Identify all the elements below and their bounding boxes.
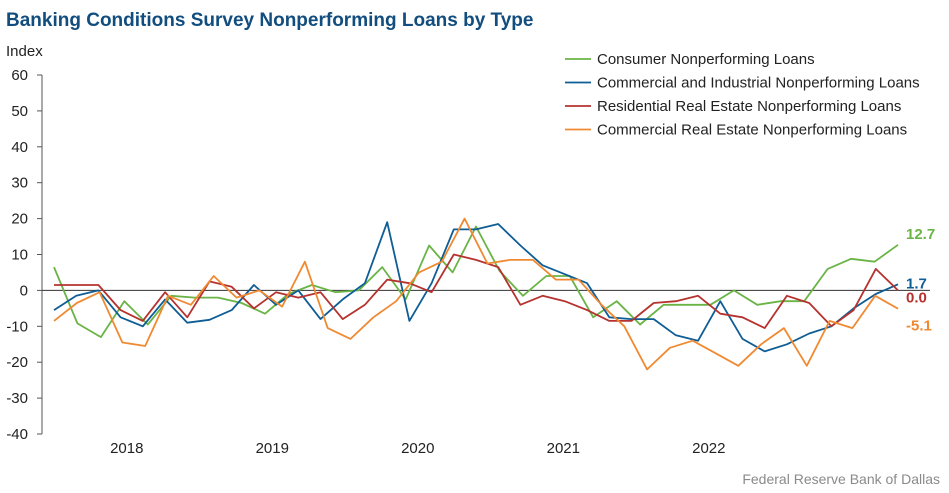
y-tick-label: 30 bbox=[11, 175, 28, 192]
y-tick-label: 60 bbox=[11, 67, 28, 84]
x-tick-label: 2018 bbox=[110, 440, 143, 457]
y-axis-ticks: 60 50 40 30 20 10 0 -10 -20 -30 -40 bbox=[6, 67, 42, 443]
y-tick-label: 20 bbox=[11, 211, 28, 228]
series-line-1 bbox=[53, 225, 899, 339]
legend-entry-1: Consumer Nonperforming Loans bbox=[597, 51, 815, 68]
y-tick-label: -20 bbox=[6, 354, 28, 371]
x-tick-label: 2020 bbox=[401, 440, 434, 457]
x-tick-label: 2019 bbox=[256, 440, 289, 457]
end-labels: 12.7 1.70.0 -5.1 bbox=[906, 226, 935, 335]
legend-entry-2: Commercial and Industrial Nonperforming … bbox=[597, 75, 920, 92]
series-end-label-3: 0.0 bbox=[906, 289, 927, 306]
y-axis-label: Index bbox=[6, 43, 43, 60]
y-tick-label: -40 bbox=[6, 426, 28, 443]
series-end-label-2: 1.7 bbox=[906, 275, 927, 292]
series-line-4 bbox=[53, 217, 899, 371]
x-axis-ticks: 2018 2019 2020 2021 2022 bbox=[110, 440, 725, 457]
series-end-label-1: 12.7 bbox=[906, 226, 935, 243]
x-tick-label: 2022 bbox=[692, 440, 725, 457]
y-tick-label: -10 bbox=[6, 318, 28, 335]
y-tick-label: -30 bbox=[6, 390, 28, 407]
chart-title: Banking Conditions Survey Nonperforming … bbox=[6, 10, 533, 31]
plot-lines bbox=[53, 217, 899, 371]
y-tick-label: 10 bbox=[11, 247, 28, 264]
x-tick-label: 2021 bbox=[547, 440, 580, 457]
legend-entry-4: Commercial Real Estate Nonperforming Loa… bbox=[597, 122, 907, 139]
legend: Consumer Nonperforming Loans Commercial a… bbox=[565, 51, 920, 139]
y-tick-label: 0 bbox=[20, 282, 28, 299]
source-note: Federal Reserve Bank of Dallas bbox=[742, 471, 940, 487]
legend-entry-3: Residential Real Estate Nonperforming Lo… bbox=[597, 98, 901, 115]
y-tick-label: 40 bbox=[11, 139, 28, 156]
series-end-label-4: -5.1 bbox=[906, 318, 932, 335]
series-line-3 bbox=[54, 253, 899, 330]
y-tick-label: 50 bbox=[11, 103, 28, 120]
